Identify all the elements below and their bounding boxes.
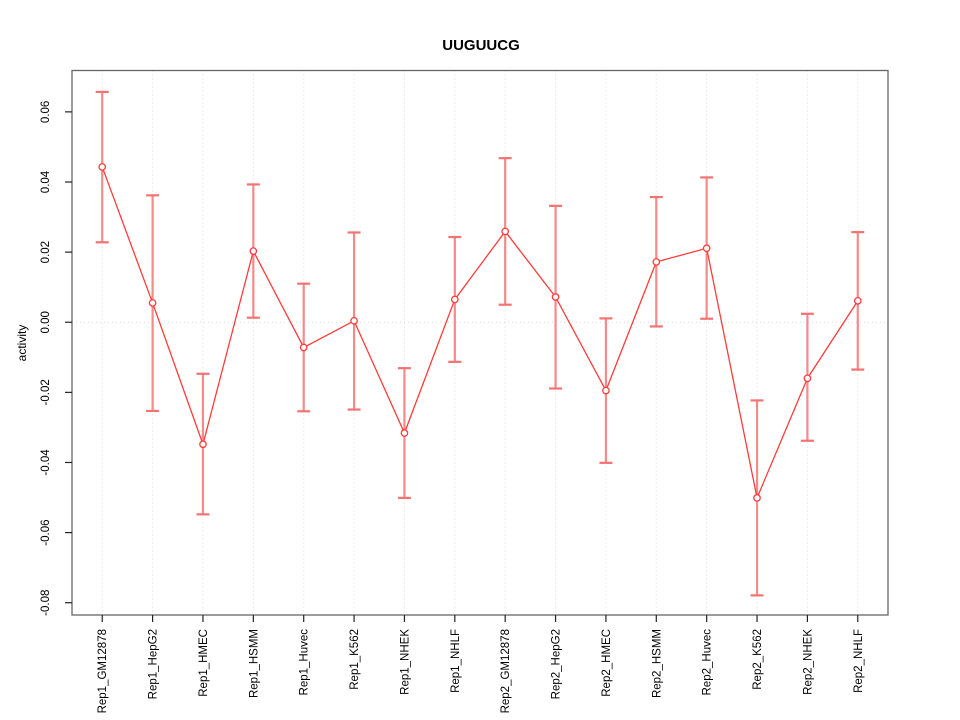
data-point — [350, 316, 358, 325]
x-tick-label: Rep1_HMEC — [198, 629, 210, 697]
data-point — [400, 429, 409, 437]
x-tick-label: Rep2_NHEK — [802, 629, 814, 695]
y-tick-label: -0.02 — [40, 379, 52, 405]
x-tick-label: Rep2_HMEC — [601, 629, 613, 697]
y-tick-label: -0.06 — [40, 519, 52, 545]
x-tick-label: Rep2_K562 — [752, 629, 764, 690]
x-tick-label: Rep2_NHLF — [853, 629, 865, 693]
x-tick-label: Rep1_HSMM — [248, 629, 260, 698]
data-point — [450, 295, 459, 304]
x-tick-label: Rep1_Huvec — [299, 629, 311, 696]
data-point — [501, 227, 510, 236]
chart-title: UUGUUCG — [442, 37, 520, 54]
data-point — [803, 374, 812, 383]
data-point — [602, 386, 610, 395]
x-tick-label: Rep1_HepG2 — [148, 629, 160, 699]
series-line — [101, 166, 859, 501]
y-tick-label: 0.04 — [40, 170, 52, 193]
y-tick-label: -0.08 — [40, 590, 52, 616]
plot-border — [71, 69, 889, 616]
y-axis-title: activity — [15, 325, 29, 362]
x-tick-label: Rep2_GM12878 — [500, 629, 512, 713]
x-tick-label: Rep2_HSMM — [651, 629, 663, 698]
x-tick-label: Rep1_NHEK — [399, 629, 411, 695]
data-point — [702, 244, 711, 253]
data-point — [98, 163, 107, 171]
x-tick-label: Rep2_Huvec — [702, 629, 714, 696]
y-tick-label: 0.00 — [40, 311, 52, 333]
y-tick-label: -0.04 — [40, 449, 52, 476]
plot-generated-layer: 0.06 0.04 0.02 0.00 -0.02 -0.04 -0.06 -0.08 Rep1… — [40, 69, 889, 713]
data-point — [249, 247, 258, 255]
data-point — [853, 297, 862, 305]
x-tick-label: Rep1_GM12878 — [97, 629, 109, 713]
y-tick-label: 0.06 — [40, 101, 52, 123]
data-point — [199, 440, 207, 449]
data-point — [299, 343, 308, 352]
x-tick-label: Rep1_K562 — [349, 629, 361, 690]
data-point — [753, 494, 761, 502]
data-point — [551, 293, 560, 301]
data-point — [652, 258, 661, 266]
x-tick-label: Rep2_HepG2 — [551, 629, 563, 699]
data-point — [148, 299, 157, 307]
x-tick-label: Rep1_NHLF — [450, 629, 462, 693]
y-tick-label: 0.02 — [40, 241, 52, 263]
